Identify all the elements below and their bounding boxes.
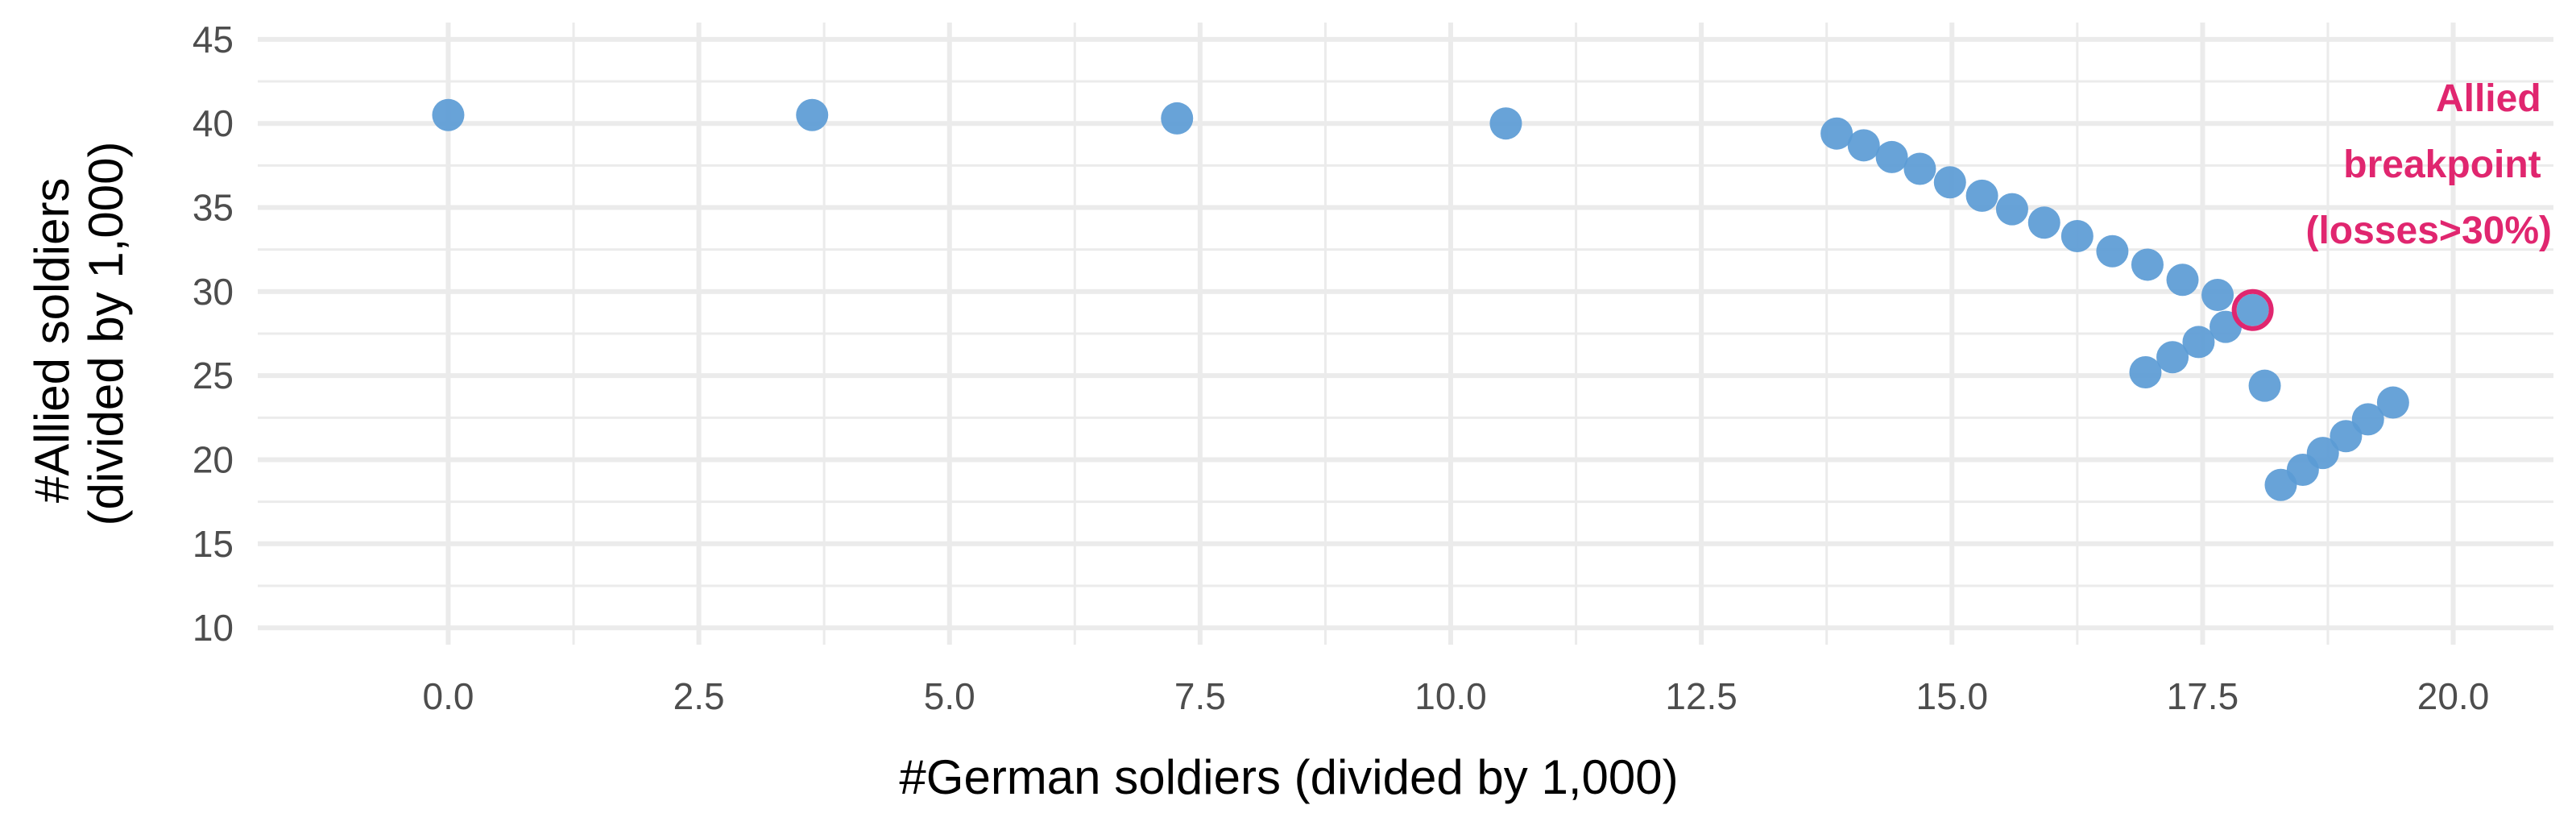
data-point [1933,166,1966,199]
data-point [1965,179,1998,212]
x-tick-label: 10.0 [1414,675,1487,717]
data-point [1903,152,1936,185]
x-tick-label: 15.0 [1916,675,1989,717]
x-tick-label: 7.5 [1174,675,1226,717]
y-tick-label: 10 [193,607,234,649]
y-tick-label: 45 [193,19,234,60]
y-tick-label: 25 [193,355,234,396]
data-point [2201,279,2234,312]
x-tick-labels: 0.0 2.5 5.0 7.5 10.0 12.5 15.0 17.5 20.0 [422,675,2489,717]
annotation-line-3: (losses>30%) [2305,210,2552,252]
data-point [1875,140,1908,173]
data-point [432,98,465,131]
y-tick-label: 40 [193,102,234,144]
data-points [432,98,2409,501]
y-tick-label: 30 [193,271,234,313]
breakpoint-highlight-ring [2231,288,2274,331]
data-point [2166,264,2199,297]
x-tick-label: 17.5 [2167,675,2239,717]
data-point [1489,107,1522,140]
annotation-line-1: Allied [2436,77,2541,120]
data-point [1161,102,1194,135]
x-tick-label: 5.0 [924,675,975,717]
data-point [2330,420,2363,453]
data-point [2248,369,2281,402]
y-axis-title: #Allied soldiers (divided by 1,000) [25,142,133,526]
y-axis-title-line-1: #Allied soldiers [25,178,79,504]
data-point [2096,234,2129,268]
data-point [2129,355,2162,388]
data-point [1995,193,2028,226]
data-point [2156,341,2189,374]
x-axis-title: #German soldiers (divided by 1,000) [899,750,1678,804]
data-point [1847,129,1880,162]
data-point [2376,386,2409,419]
data-point [2236,293,2269,326]
annotation-line-2: breakpoint [2343,143,2541,186]
x-tick-label: 20.0 [2417,675,2490,717]
x-tick-label: 2.5 [673,675,725,717]
data-point [1820,117,1853,150]
x-tick-label: 12.5 [1665,675,1737,717]
data-point [2264,468,2297,501]
data-point [796,98,829,131]
y-tick-label: 15 [193,523,234,565]
data-point [2060,219,2094,252]
y-tick-labels: 10 15 20 25 30 35 40 45 [193,19,234,649]
data-point [2027,206,2060,239]
y-tick-label: 35 [193,187,234,229]
x-tick-label: 0.0 [422,675,474,717]
data-point [2351,403,2384,436]
data-point [2182,326,2215,359]
major-gridlines [258,23,2553,645]
breakpoint-annotation: Allied breakpoint (losses>30%) [2305,77,2552,252]
data-point [2131,248,2164,281]
y-tick-label: 20 [193,438,234,480]
y-axis-title-line-2: (divided by 1,000) [79,142,133,526]
